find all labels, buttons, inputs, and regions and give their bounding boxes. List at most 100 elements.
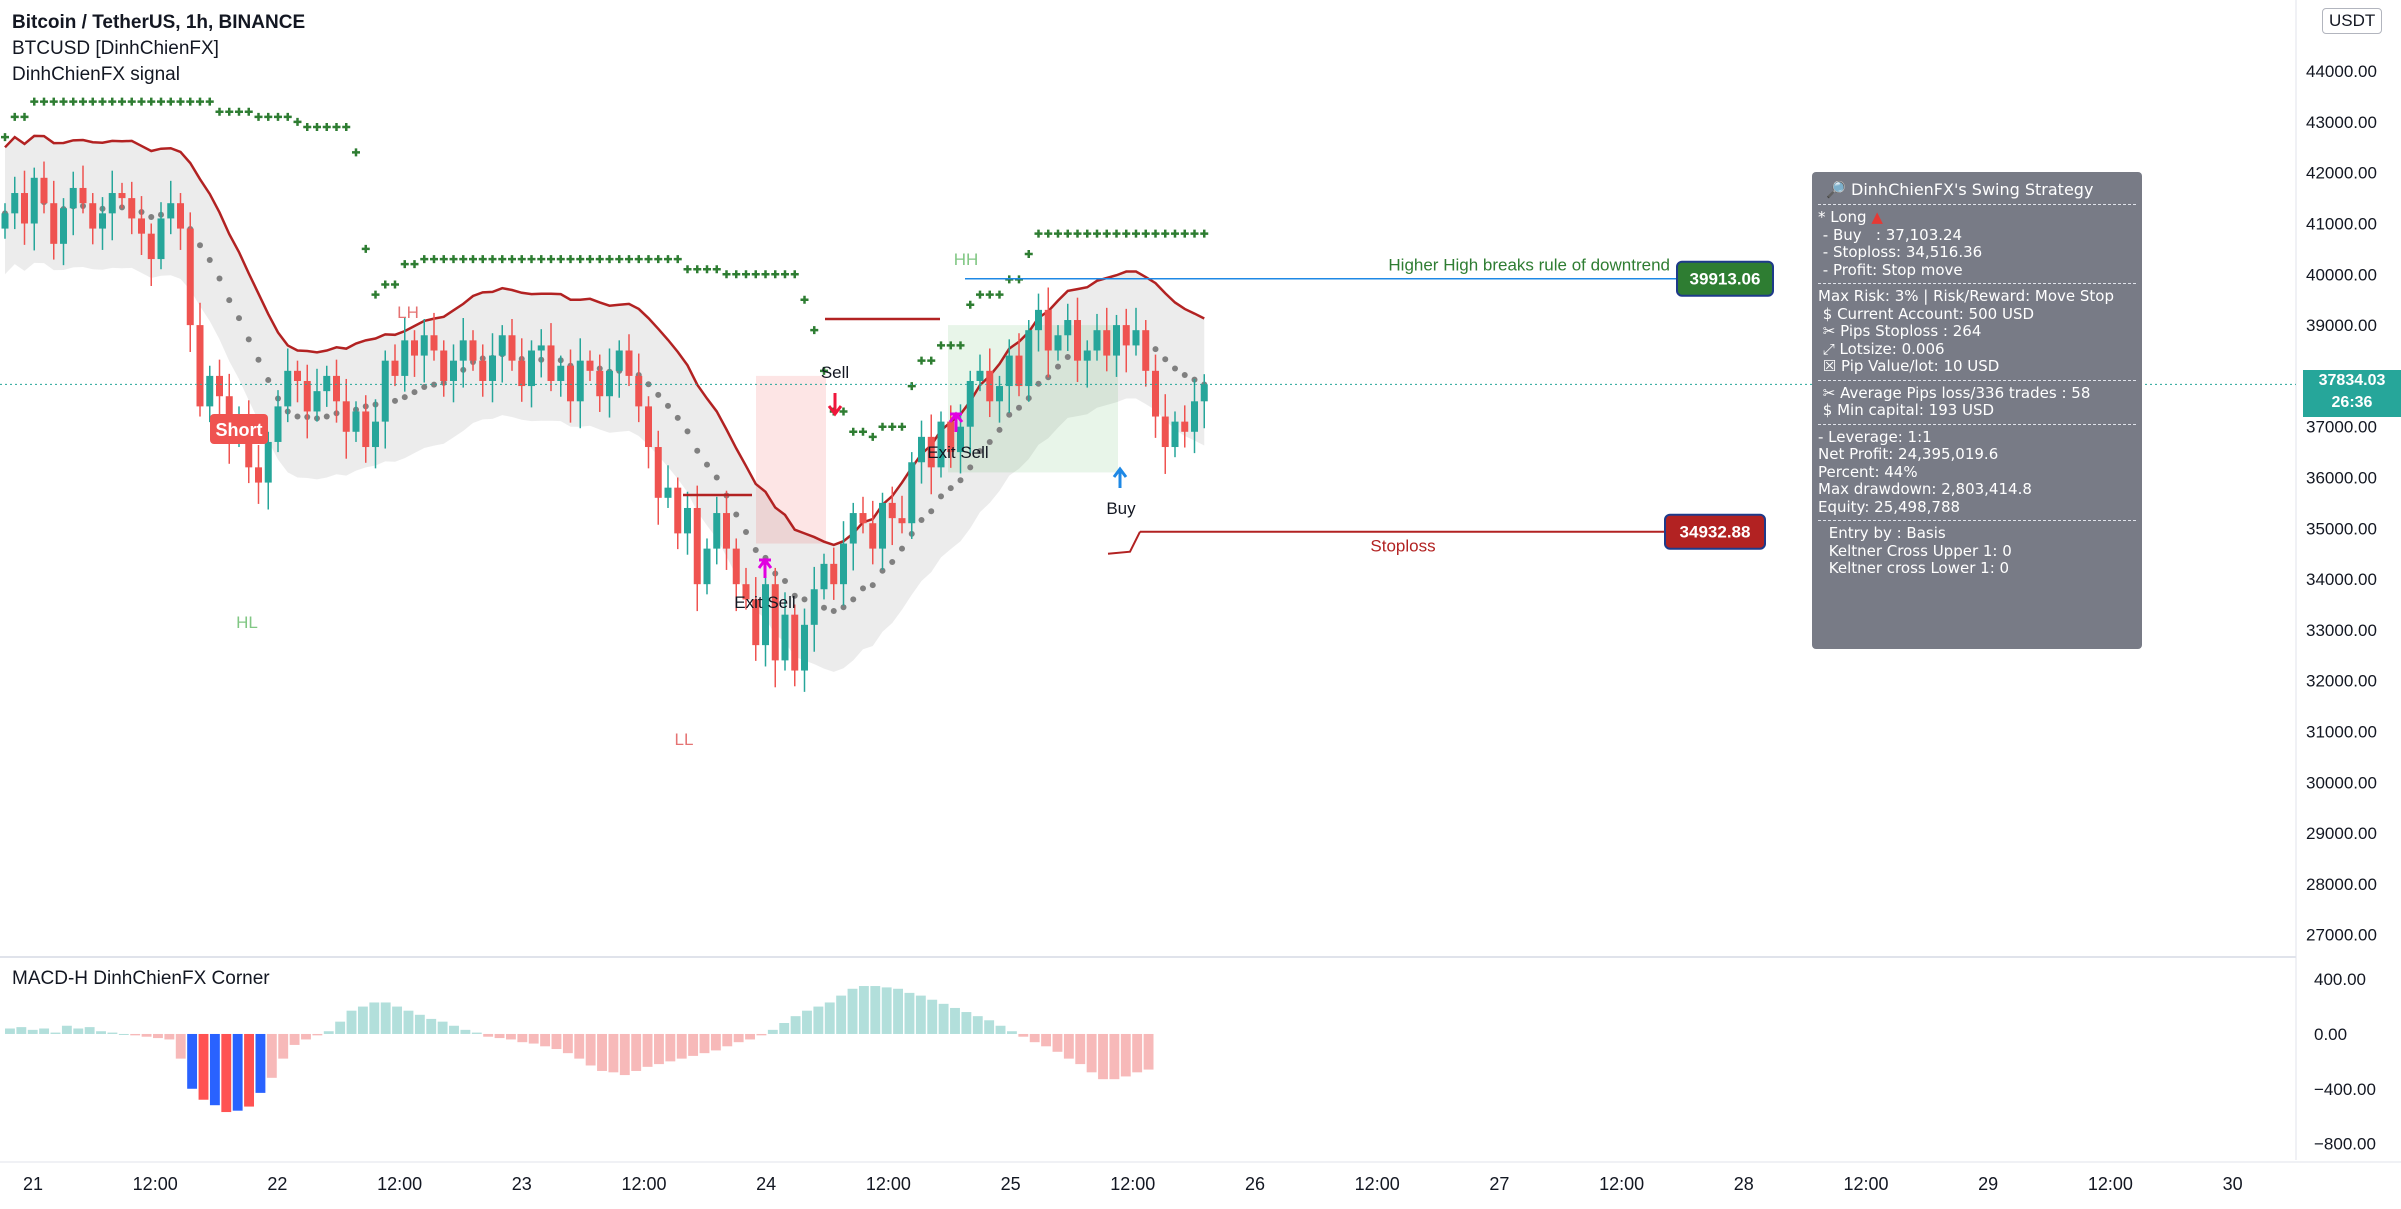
candle-body	[333, 375, 340, 402]
candle-body	[635, 375, 643, 407]
macd-bar	[1052, 1033, 1063, 1052]
x-tick-label: 30	[2223, 1174, 2243, 1194]
candle-body	[342, 401, 350, 432]
stoploss-label: Stoploss	[1370, 537, 1435, 556]
basis-dot	[216, 275, 223, 282]
macd-bar	[1132, 1033, 1143, 1073]
basis-dot	[704, 461, 710, 468]
candle-body	[1005, 355, 1013, 387]
x-tick-label: 12:00	[1355, 1174, 1400, 1194]
trailing-stop-cross	[361, 244, 370, 253]
basis-dot	[821, 604, 827, 611]
indicator-legend-2[interactable]: DinhChienFX signal	[12, 64, 180, 85]
macd-bar	[187, 1033, 198, 1089]
indicator-legend-1[interactable]: BTCUSD [DinhChienFX]	[12, 38, 219, 59]
macd-bar	[221, 1033, 232, 1113]
higher-high-label: Higher High breaks rule of downtrend	[1388, 256, 1670, 275]
x-tick-label: 28	[1734, 1174, 1754, 1194]
candle-body	[30, 177, 38, 224]
macd-bar	[870, 986, 881, 1034]
macd-bar	[118, 1033, 129, 1035]
macd-bar	[16, 1027, 27, 1034]
candle-body	[1191, 401, 1198, 432]
y-tick-label: 35000.00	[2306, 519, 2377, 538]
x-tick-label: 21	[23, 1174, 43, 1194]
basis-dot	[665, 402, 671, 409]
basis-dot	[206, 256, 213, 263]
macd-bar	[175, 1033, 186, 1059]
trailing-stop-cross	[985, 290, 994, 299]
macd-bar	[141, 1033, 152, 1037]
candle-body	[791, 614, 799, 671]
basis-dot	[684, 428, 691, 435]
trailing-stop-cross	[761, 270, 770, 279]
basis-dot	[899, 545, 905, 552]
macd-bar	[39, 1028, 50, 1034]
trailing-stop-cross	[274, 112, 282, 121]
macd-bar	[995, 1025, 1006, 1034]
trailing-stop-crosses	[1, 97, 1209, 441]
trailing-stop-cross	[1200, 229, 1209, 238]
trailing-stop-cross	[400, 260, 409, 269]
macd-bar	[767, 1029, 778, 1034]
macd-bar	[494, 1033, 505, 1039]
basis-dot	[889, 559, 896, 566]
macd-bar	[802, 1010, 812, 1034]
info-line: - Buy : 37,103.24	[1818, 226, 1963, 244]
basis-dot	[869, 582, 876, 589]
macd-bar	[915, 995, 926, 1034]
macd-bar	[73, 1028, 84, 1034]
info-line: - Profit: Stop move	[1818, 261, 1963, 279]
candle-body	[615, 350, 623, 371]
trailing-stop-cross	[1141, 229, 1150, 238]
candle-body	[703, 548, 711, 585]
trailing-stop-cross	[849, 427, 858, 436]
trailing-stop-cross	[1171, 229, 1179, 238]
macd-bar	[699, 1033, 710, 1054]
exit-sell-arrow-icon	[948, 411, 964, 432]
basis-dot	[1016, 404, 1022, 411]
trailing-stop-cross	[20, 112, 29, 121]
trailing-stop-cross	[391, 280, 399, 289]
macd-tick-label: −400.00	[2314, 1080, 2376, 1099]
basis-dot	[713, 474, 720, 481]
macd-bar	[528, 1033, 539, 1044]
candle-body	[771, 584, 779, 661]
macd-bar	[574, 1033, 585, 1059]
symbol-title[interactable]: Bitcoin / TetherUS, 1h, BINANCE	[12, 12, 306, 33]
trailing-stop-cross	[888, 422, 897, 431]
candle-body	[167, 203, 175, 219]
trailing-stop-cross	[196, 97, 204, 106]
macd-bar	[893, 988, 904, 1034]
trailing-stop-cross	[605, 255, 614, 264]
swing-label-lh: LH	[397, 303, 419, 322]
candle-body	[820, 563, 828, 590]
keltner-band-fill	[5, 135, 1205, 672]
info-line: Entry by : Basis	[1824, 525, 1946, 542]
info-line: Equity: 25,498,788	[1818, 498, 1961, 516]
trailing-stop-cross	[527, 255, 536, 264]
x-tick-label: 12:00	[133, 1174, 178, 1194]
trailing-stop-cross	[381, 280, 390, 289]
basis-dot	[957, 477, 964, 484]
trailing-stop-cross	[625, 255, 633, 264]
info-line: - Leverage: 1:1	[1818, 428, 1932, 446]
macd-bar	[460, 1029, 471, 1034]
sell-signal-label: Sell	[821, 363, 849, 382]
currency-unit-button[interactable]: USDT	[2322, 8, 2383, 34]
macd-bar	[1041, 1033, 1052, 1047]
basis-dot	[1152, 346, 1159, 353]
candle-body	[274, 406, 282, 442]
candle-body	[801, 624, 808, 671]
buy-arrow-icon	[1112, 466, 1128, 488]
macd-legend[interactable]: MACD-H DinhChienFX Corner	[12, 968, 270, 989]
candle-body	[284, 370, 292, 407]
basis-dot	[255, 356, 262, 363]
x-tick-label: 12:00	[866, 1174, 911, 1194]
trailing-stop-cross	[995, 290, 1004, 299]
magnifier-icon: 🔎	[1826, 180, 1846, 199]
candle-body	[60, 208, 67, 244]
basis-dot	[1055, 363, 1061, 370]
